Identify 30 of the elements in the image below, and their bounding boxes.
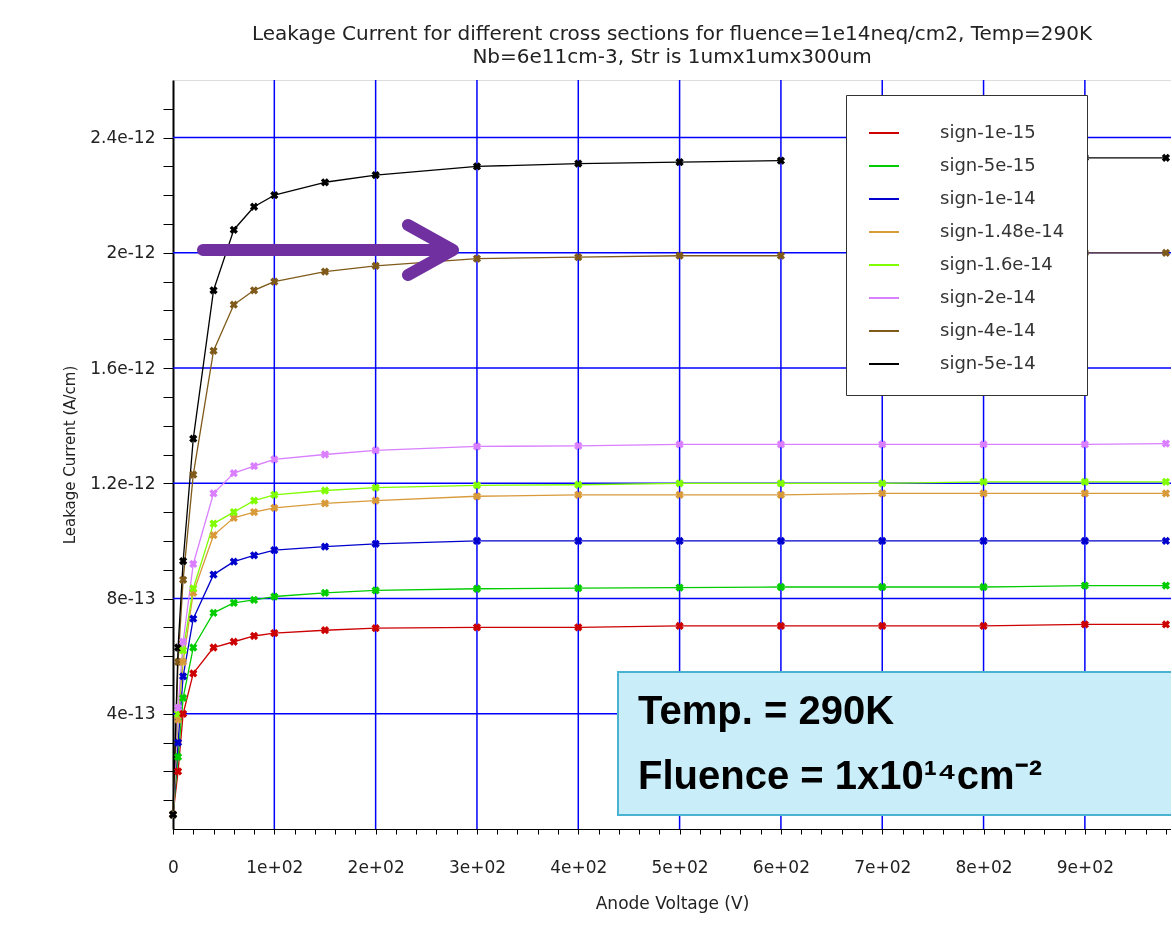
- x-axis-title: Anode Voltage (V): [595, 892, 750, 913]
- chart-subtitle: Nb=6e11cm-3, Str is 1umx1umx300um: [472, 44, 872, 69]
- legend-label: sign-1e-15: [940, 121, 1036, 142]
- x-tick-label: 9e+02: [1056, 856, 1114, 877]
- y-tick-label: 2e-12: [106, 242, 156, 263]
- y-tick-label: 8e-13: [106, 588, 156, 609]
- y-tick-label: 1.6e-12: [90, 357, 156, 378]
- legend-label: sign-5e-15: [940, 154, 1036, 175]
- legend-label: sign-5e-14: [940, 352, 1036, 373]
- y-axis-title: Leakage Current (A/cm): [61, 365, 80, 545]
- x-tick-label: 0: [168, 856, 179, 877]
- legend-label: sign-2e-14: [940, 286, 1036, 307]
- x-tick-label: 1e+02: [246, 856, 304, 877]
- legend-label: sign-4e-14: [940, 319, 1036, 340]
- x-tick-label: 2e+02: [347, 856, 405, 877]
- legend-label: sign-1e-14: [940, 187, 1036, 208]
- x-tick-label: 7e+02: [854, 856, 912, 877]
- chart-title: Leakage Current for different cross sections for fluence=1e14neq/cm2, Temp=290K: [251, 21, 1093, 46]
- x-tick-label: 5e+02: [651, 856, 709, 877]
- legend-label: sign-1.48e-14: [940, 220, 1065, 241]
- annotation: Temp. = 290K: [638, 688, 895, 732]
- y-tick-label: 4e-13: [106, 703, 156, 724]
- legend-label: sign-1.6e-14: [940, 253, 1053, 274]
- annotation: Fluence = 1x10¹⁴cm⁻²: [638, 753, 1042, 797]
- x-tick-label: 4e+02: [550, 856, 608, 877]
- y-tick-label: 2.4e-12: [90, 127, 156, 148]
- x-tick-label: 8e+02: [955, 856, 1013, 877]
- y-tick-label: 1.2e-12: [90, 472, 156, 493]
- x-tick-label: 3e+02: [448, 856, 507, 877]
- x-tick-label: 6e+02: [752, 856, 810, 877]
